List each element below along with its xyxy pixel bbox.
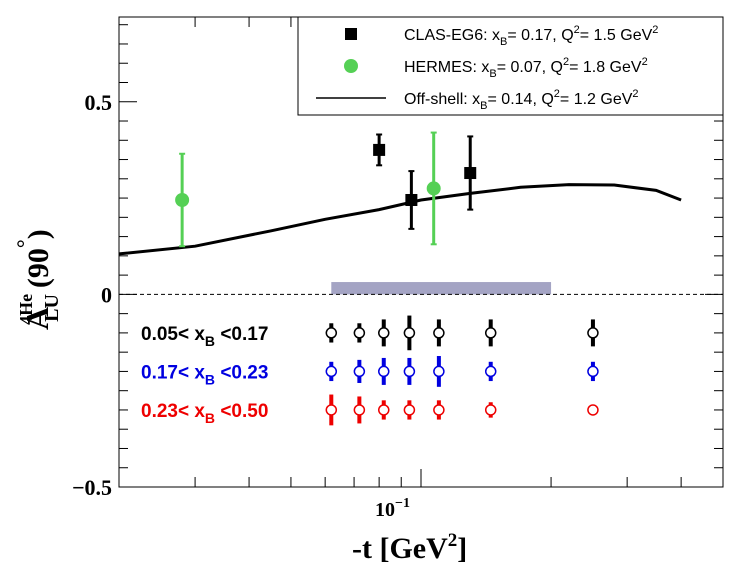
y-tick-labels: 0.5 0 −0.5 bbox=[72, 90, 112, 500]
clas-eg6-point bbox=[405, 193, 418, 206]
bin-point bbox=[378, 404, 390, 416]
bin-point bbox=[484, 365, 497, 378]
x-tick-label: 10−1 bbox=[375, 496, 410, 521]
hermes-point bbox=[426, 181, 441, 196]
bin-point bbox=[587, 365, 599, 378]
clas-eg6-point bbox=[464, 167, 477, 180]
bin-point bbox=[433, 404, 445, 416]
bin-point bbox=[325, 365, 338, 378]
bin-point bbox=[403, 327, 416, 339]
legend-marker-circle bbox=[344, 59, 358, 73]
legend-label: CLAS-EG6: xB= 0.17, Q2= 1.5 GeV2 bbox=[404, 24, 658, 48]
bin-row-label: 0.05< xB <0.17 bbox=[141, 324, 268, 349]
bin-point bbox=[353, 404, 366, 416]
bin-rows-layer: 0.05< xB <0.17 0.17< xB <0.23 0.23< xB <0.… bbox=[141, 315, 599, 426]
bin-point bbox=[484, 404, 497, 416]
bin-row-label: 0.23< xB <0.50 bbox=[141, 401, 268, 426]
legend-items: CLAS-EG6: xB= 0.17, Q2= 1.5 GeV2 HERMES: … bbox=[316, 24, 658, 112]
points-layer bbox=[175, 131, 477, 248]
y-tick-label: 0.5 bbox=[85, 90, 113, 115]
bin-point bbox=[353, 365, 366, 378]
bin-point bbox=[403, 365, 416, 378]
bin-point bbox=[433, 365, 445, 378]
clas-eg6-point bbox=[373, 143, 386, 156]
bin-point bbox=[378, 327, 390, 339]
bin-point bbox=[484, 327, 497, 339]
systematic-band bbox=[331, 282, 552, 295]
bin-point bbox=[353, 327, 366, 339]
x-axis-label: -t [GeV2] bbox=[352, 530, 467, 565]
off-shell-curve bbox=[118, 183, 682, 256]
bin-point bbox=[433, 327, 445, 339]
y-tick-label: 0 bbox=[101, 282, 112, 307]
legend-label: Off-shell: xB= 0.14, Q2= 1.2 GeV2 bbox=[404, 88, 639, 112]
legend-label: HERMES: xB= 0.07, Q2= 1.8 GeV2 bbox=[404, 56, 648, 80]
bin-point bbox=[378, 365, 390, 378]
legend: CLAS-EG6: xB= 0.17, Q2= 1.5 GeV2 HERMES: … bbox=[297, 16, 724, 116]
bin-point bbox=[325, 404, 338, 416]
bin-point bbox=[587, 327, 599, 339]
curve-layer bbox=[118, 183, 682, 256]
bin-point bbox=[587, 404, 599, 416]
y-axis-label: A4He LU(90°) bbox=[12, 229, 63, 330]
bin-row-label: 0.17< xB <0.23 bbox=[141, 362, 268, 387]
bin-point bbox=[403, 404, 416, 416]
y-tick-label: −0.5 bbox=[72, 475, 112, 500]
bin-point bbox=[325, 327, 338, 339]
hermes-point bbox=[175, 192, 190, 207]
systematic-band-layer bbox=[331, 282, 552, 295]
legend-marker-square bbox=[345, 28, 357, 40]
